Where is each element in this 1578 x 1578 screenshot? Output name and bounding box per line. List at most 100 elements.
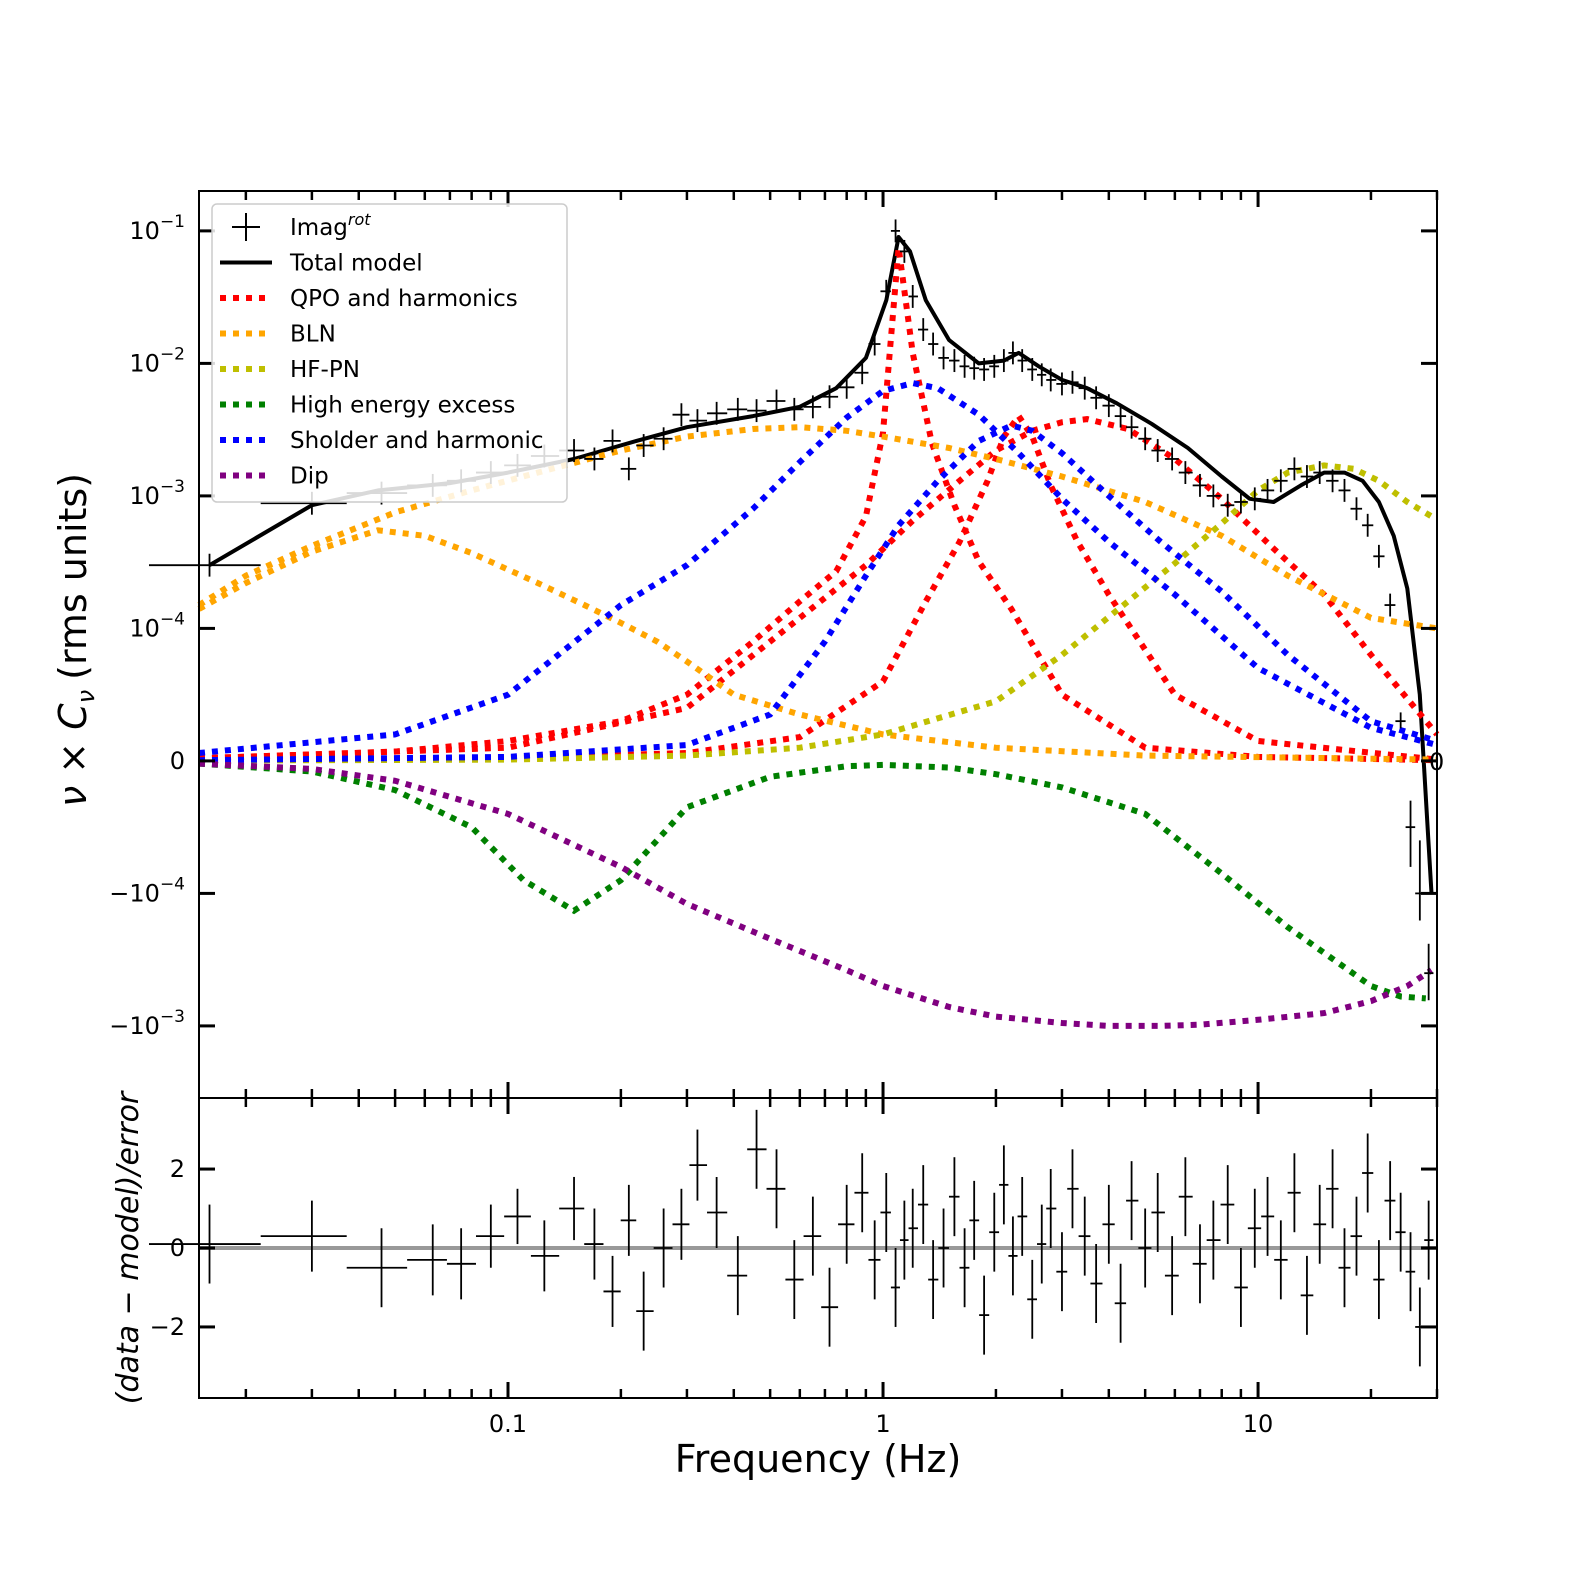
- series-line-bln-1: [197, 424, 1438, 632]
- top-y-tick-label: 10−3: [129, 477, 185, 510]
- residual-point: [821, 1267, 839, 1347]
- y-label-main: ν × C: [51, 703, 95, 807]
- residual-point: [1234, 1248, 1248, 1327]
- residual-point: [504, 1188, 531, 1245]
- legend-label-text: High energy excess: [290, 393, 515, 419]
- residual-point: [559, 1176, 585, 1241]
- legend-label-text: Total model: [289, 251, 423, 277]
- legend-item-dip: Dip: [220, 464, 329, 490]
- data-point: [999, 349, 1009, 373]
- data-point: [707, 401, 728, 425]
- residual-point: [1138, 1208, 1152, 1288]
- tick-base: 10: [129, 217, 160, 245]
- bottom-panel: 2 0 −2 0.1 1 10 (data − model)/error Frequen…: [111, 1090, 1439, 1481]
- bottom-y-tick-label: −2: [150, 1313, 185, 1341]
- legend-label-text: HF-PN: [290, 357, 360, 383]
- residual-point: [653, 1208, 673, 1288]
- data-point: [1274, 469, 1288, 493]
- residual-point: [1338, 1228, 1351, 1308]
- data-point: [979, 358, 990, 381]
- residual-point: [446, 1228, 476, 1300]
- residual-point: [475, 1204, 505, 1268]
- data-point: [1178, 461, 1193, 485]
- y-label-sub: ν: [72, 690, 100, 703]
- top-y-tick-label: 10−1: [129, 212, 185, 245]
- residual-point: [766, 1149, 786, 1229]
- residual-point: [1350, 1196, 1363, 1276]
- data-point: [1017, 349, 1028, 373]
- top-y-tick-label: 10−2: [129, 344, 185, 377]
- residual-point: [1114, 1263, 1127, 1343]
- legend-label-text: Imag: [290, 215, 348, 241]
- legend-item-qpo-and-harmonics: QPO and harmonics: [220, 286, 518, 312]
- data-point: [1114, 404, 1127, 428]
- residual-point: [636, 1271, 654, 1351]
- residual-point: [1261, 1176, 1275, 1256]
- residual-points-group: [148, 1109, 1434, 1367]
- residual-point: [917, 1165, 929, 1245]
- legend-label: Total model: [289, 251, 423, 277]
- residual-point: [803, 1196, 822, 1276]
- residual-point: [959, 1228, 970, 1308]
- data-point: [1326, 469, 1339, 493]
- residual-point: [1192, 1224, 1207, 1304]
- residual-point: [707, 1176, 728, 1248]
- top-panel: 10−110−210−310−40−10−4−10−3 0 ν × Cν(rms…: [51, 190, 1444, 1114]
- residual-point: [854, 1153, 869, 1233]
- data-point: [917, 318, 929, 342]
- residual-point: [1178, 1157, 1193, 1237]
- legend-label: HF-PN: [290, 357, 360, 383]
- bottom-y-axis-label: (data − model)/error: [111, 1090, 146, 1404]
- data-point: [989, 354, 1000, 378]
- residual-point: [1046, 1169, 1057, 1248]
- data-point: [908, 285, 918, 308]
- residual-point: [1405, 1232, 1416, 1312]
- data-point: [1220, 493, 1235, 517]
- legend-label-text: QPO and harmonics: [290, 286, 518, 312]
- residual-point: [1037, 1204, 1047, 1284]
- data-point: [1138, 427, 1152, 451]
- legend-label-text: Dip: [290, 464, 329, 490]
- tick-exponent: −3: [160, 1007, 185, 1027]
- tick-base: 0: [170, 747, 185, 775]
- residual-point: [838, 1184, 855, 1264]
- legend-label-text: BLN: [290, 322, 336, 348]
- data-point: [1164, 447, 1179, 471]
- bottom-plot-frame: [198, 1097, 1438, 1399]
- bottom-y-tick-label: 2: [170, 1155, 185, 1183]
- data-point: [1415, 840, 1425, 921]
- residual-point: [1008, 1216, 1018, 1296]
- residual-point: [148, 1204, 261, 1284]
- series-line-total-model: [208, 235, 1434, 894]
- data-point: [636, 434, 654, 457]
- series-line-sholder-and-harmonic-2: [198, 422, 1438, 764]
- series-line-high-energy-excess: [198, 760, 1427, 1002]
- residual-point: [1067, 1149, 1079, 1229]
- residual-point: [1206, 1200, 1221, 1280]
- top-y-ticks: 10−110−210−310−40−10−4−10−3: [109, 212, 1437, 1040]
- data-point: [899, 239, 909, 263]
- top-y-axis-label: ν × Cν (rms units): [51, 473, 100, 807]
- residual-point: [346, 1228, 408, 1308]
- tick-exponent: −4: [160, 874, 185, 894]
- legend: Imagrot Total model QPO and harmonics BLN HF…: [211, 203, 568, 503]
- top-y-tick-label: 0: [170, 747, 185, 775]
- data-point: [1056, 372, 1068, 396]
- data-point: [1234, 490, 1248, 514]
- residual-point: [1164, 1236, 1179, 1316]
- legend-label-sup: rot: [348, 210, 371, 229]
- data-point: [1126, 415, 1139, 439]
- residual-point: [880, 1173, 891, 1252]
- legend-item-hf-pn: HF-PN: [220, 357, 360, 383]
- series-line-hf-pn: [198, 462, 1434, 764]
- residual-point: [979, 1275, 990, 1355]
- data-point: [821, 385, 839, 409]
- residual-point: [260, 1200, 347, 1272]
- data-point: [868, 332, 881, 356]
- bottom-x-tick-label: 1: [875, 1410, 890, 1438]
- tick-exponent: −4: [160, 609, 185, 629]
- bottom-x-ticks: 0.1 1 10: [244, 1382, 1439, 1438]
- tick-base: 10: [129, 614, 160, 642]
- legend-label: QPO and harmonics: [290, 286, 518, 312]
- data-point: [653, 427, 673, 451]
